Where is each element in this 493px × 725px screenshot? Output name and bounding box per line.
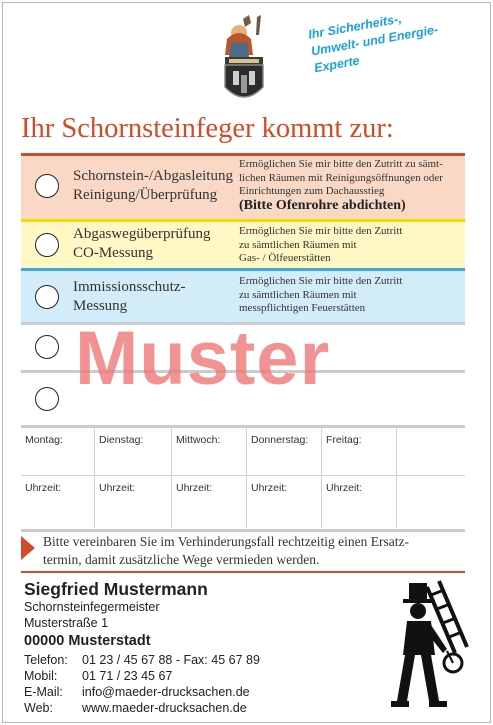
watermark: Muster: [75, 316, 331, 401]
divider: [21, 425, 465, 428]
time-cell[interactable]: Uhrzeit:: [95, 476, 172, 528]
day-cell-thursday[interactable]: Donnerstag:: [247, 428, 322, 476]
blank-row-1: [21, 325, 465, 370]
checkbox-circle[interactable]: [35, 387, 59, 411]
contact-street: Musterstraße 1: [24, 616, 109, 630]
service-title: Immissionsschutz- Messung: [73, 279, 186, 314]
checkbox-circle[interactable]: [35, 174, 59, 198]
service-row-1: Schornstein-/Abgasleitung Reinigung/Über…: [21, 156, 465, 219]
service-note: Ermöglichen Sie mir bitte den Zutritt zu…: [239, 275, 403, 314]
divider: [21, 529, 465, 532]
day-cell-monday[interactable]: Montag:: [21, 428, 95, 476]
contact-city: 00000 Musterstadt: [24, 633, 151, 649]
guild-crest-icon: [224, 15, 264, 98]
notice-text: Bitte vereinbaren Sie im Verhinderungsfa…: [43, 534, 409, 567]
divider: [21, 370, 465, 373]
time-cell-extra[interactable]: [397, 476, 465, 528]
service-bar-1: [21, 153, 465, 156]
time-cell[interactable]: Uhrzeit:: [21, 476, 95, 528]
chimney-sweep-icon: [391, 580, 469, 707]
blank-row-2: [21, 373, 465, 425]
divider: [21, 571, 465, 573]
tagline: Ihr Sicherheits-, Umwelt- und Energie- E…: [307, 11, 440, 76]
contact-title: Schornsteinfegermeister: [24, 600, 160, 614]
service-note: Ermöglichen Sie mir bitte den Zutritt zu…: [239, 225, 403, 264]
contact-email[interactable]: E-Mail: info@maeder-drucksachen.de: [24, 685, 250, 699]
time-cell[interactable]: Uhrzeit:: [172, 476, 247, 528]
service-row-2: Abgaswegüberprüfung CO-Messung Ermöglich…: [21, 222, 465, 268]
service-row-3: Immissionsschutz- Messung Ermöglichen Si…: [21, 271, 465, 322]
service-title: Abgaswegüberprüfung CO-Messung: [73, 226, 211, 261]
arrow-right-icon: [21, 536, 35, 560]
contact-name: Siegfried Mustermann: [24, 579, 208, 599]
checkbox-circle[interactable]: [35, 335, 59, 359]
contact-mobile: Mobil: 01 71 / 23 45 67: [24, 669, 173, 683]
contact-phone: Telefon: 01 23 / 45 67 88 - Fax: 45 67 89: [24, 653, 260, 667]
checkbox-circle[interactable]: [35, 233, 59, 257]
day-cell-extra[interactable]: [397, 428, 465, 476]
time-cell[interactable]: Uhrzeit:: [247, 476, 322, 528]
divider: [21, 322, 465, 325]
service-bar-3: [21, 268, 465, 271]
day-cell-friday[interactable]: Freitag:: [322, 428, 397, 476]
day-cell-wednesday[interactable]: Mittwoch:: [172, 428, 247, 476]
day-cell-tuesday[interactable]: Dienstag:: [95, 428, 172, 476]
checkbox-circle[interactable]: [35, 285, 59, 309]
service-note: Ermöglichen Sie mir bitte den Zutritt zu…: [239, 158, 443, 213]
contact-web[interactable]: Web: www.maeder-drucksachen.de: [24, 701, 247, 715]
service-title: Schornstein-/Abgasleitung Reinigung/Über…: [73, 168, 233, 203]
time-cell[interactable]: Uhrzeit:: [322, 476, 397, 528]
schedule-grid: Montag: Dienstag: Mittwoch: Donnerstag: …: [21, 428, 465, 528]
service-bar-2: [21, 219, 465, 222]
page-title: Ihr Schornsteinfeger kommt zur:: [21, 113, 394, 144]
